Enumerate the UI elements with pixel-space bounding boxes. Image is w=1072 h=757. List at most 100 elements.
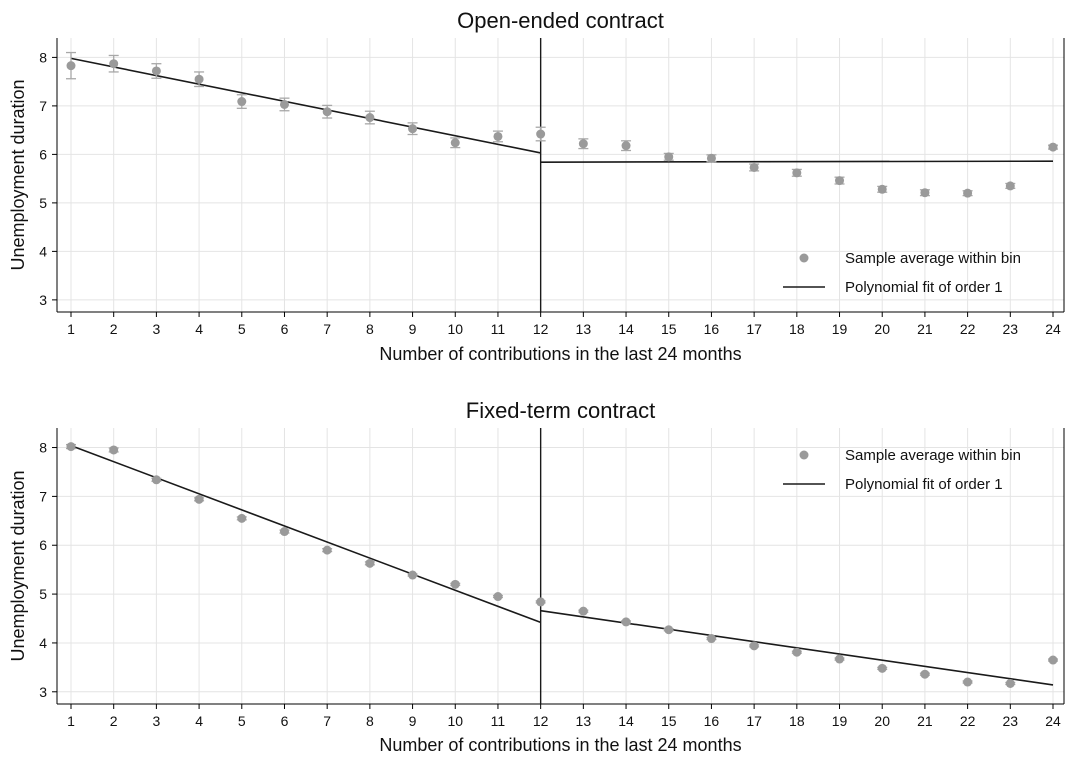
x-tick-label: 2 — [110, 321, 118, 337]
x-tick-label: 5 — [238, 321, 246, 337]
x-tick-label: 11 — [491, 321, 506, 337]
legend-marker-points — [799, 450, 809, 460]
data-point — [1005, 678, 1015, 688]
x-tick-label: 19 — [832, 321, 848, 337]
x-axis-title: Number of contributions in the last 24 m… — [379, 735, 741, 755]
data-point — [664, 152, 674, 162]
data-point — [237, 513, 247, 523]
data-point — [66, 61, 76, 71]
x-tick-label: 21 — [917, 713, 933, 729]
data-point — [621, 617, 631, 627]
legend-label-fit: Polynomial fit of order 1 — [845, 279, 1003, 296]
legend-label-points: Sample average within bin — [845, 250, 1021, 267]
chart-title: Open-ended contract — [457, 8, 664, 33]
y-tick-label: 5 — [39, 195, 47, 211]
x-tick-label: 8 — [366, 321, 374, 337]
data-point — [237, 97, 247, 107]
x-tick-label: 17 — [746, 321, 762, 337]
y-tick-label: 8 — [39, 440, 47, 456]
y-tick-label: 7 — [39, 488, 47, 504]
x-tick-label: 19 — [832, 713, 848, 729]
x-tick-label: 3 — [152, 321, 160, 337]
data-point — [450, 579, 460, 589]
data-point — [1005, 181, 1015, 191]
data-point — [749, 162, 759, 172]
x-tick-label: 15 — [661, 321, 677, 337]
x-tick-label: 24 — [1045, 321, 1061, 337]
data-point — [194, 74, 204, 84]
data-point — [835, 654, 845, 664]
data-point — [792, 647, 802, 657]
data-point — [1048, 655, 1058, 665]
x-tick-label: 12 — [533, 713, 549, 729]
data-point — [706, 153, 716, 163]
fit-line-segment — [540, 160, 1054, 163]
data-point — [109, 59, 119, 69]
x-tick-label: 23 — [1003, 321, 1019, 337]
x-tick-label: 9 — [409, 713, 417, 729]
y-tick-label: 6 — [39, 146, 47, 162]
x-tick-label: 20 — [874, 713, 890, 729]
data-point — [151, 475, 161, 485]
y-axis-title: Unemployment duration — [8, 470, 28, 661]
x-tick-label: 7 — [323, 321, 331, 337]
data-point — [963, 188, 973, 198]
x-tick-label: 9 — [409, 321, 417, 337]
data-point — [279, 99, 289, 109]
legend: Sample average within bin Polynomial fit … — [783, 447, 1021, 493]
data-point — [920, 188, 930, 198]
x-tick-label: 5 — [238, 713, 246, 729]
x-tick-label: 14 — [618, 713, 634, 729]
data-point — [493, 592, 503, 602]
x-tick-label: 21 — [917, 321, 933, 337]
x-tick-label: 13 — [576, 713, 592, 729]
y-tick-label: 8 — [39, 49, 47, 65]
x-tick-label: 18 — [789, 321, 805, 337]
legend-label-fit: Polynomial fit of order 1 — [845, 476, 1003, 493]
x-tick-label: 11 — [491, 713, 506, 729]
legend: Sample average within bin Polynomial fit … — [783, 250, 1021, 296]
x-tick-label: 4 — [195, 321, 203, 337]
y-tick-label: 4 — [39, 635, 47, 651]
y-tick-label: 6 — [39, 537, 47, 553]
x-tick-label: 1 — [67, 321, 75, 337]
x-tick-label: 10 — [447, 713, 463, 729]
x-tick-label: 22 — [960, 713, 976, 729]
y-tick-label: 3 — [39, 684, 47, 700]
fit-line-segment — [70, 444, 541, 624]
data-point — [194, 494, 204, 504]
data-point — [109, 445, 119, 455]
data-point — [493, 131, 503, 141]
x-tick-label: 15 — [661, 713, 677, 729]
data-point — [578, 606, 588, 616]
data-point — [408, 570, 418, 580]
x-tick-label: 18 — [789, 713, 805, 729]
chart-title: Fixed-term contract — [466, 398, 656, 423]
x-tick-label: 16 — [704, 713, 720, 729]
y-axis-title: Unemployment duration — [8, 79, 28, 270]
data-point — [835, 176, 845, 186]
data-point — [792, 168, 802, 178]
data-point — [877, 663, 887, 673]
x-tick-label: 6 — [281, 321, 289, 337]
data-point — [963, 677, 973, 687]
x-tick-label: 23 — [1003, 713, 1019, 729]
data-point — [408, 124, 418, 134]
x-tick-label: 1 — [67, 713, 75, 729]
data-point — [749, 641, 759, 651]
x-tick-label: 13 — [576, 321, 592, 337]
legend-marker-points — [799, 253, 809, 263]
data-point — [279, 527, 289, 537]
data-point — [920, 669, 930, 679]
y-tick-label: 5 — [39, 586, 47, 602]
y-tick-label: 4 — [39, 243, 47, 259]
data-point — [621, 141, 631, 151]
x-tick-label: 7 — [323, 713, 331, 729]
x-tick-label: 3 — [152, 713, 160, 729]
x-tick-label: 10 — [447, 321, 463, 337]
data-point — [151, 66, 161, 76]
data-point — [706, 634, 716, 644]
panel-2: 1 2 3 4 5 6 7 8 9 10 11 12 13 14 15 16 17 18 19 20 21 22 23 243… — [8, 398, 1065, 755]
